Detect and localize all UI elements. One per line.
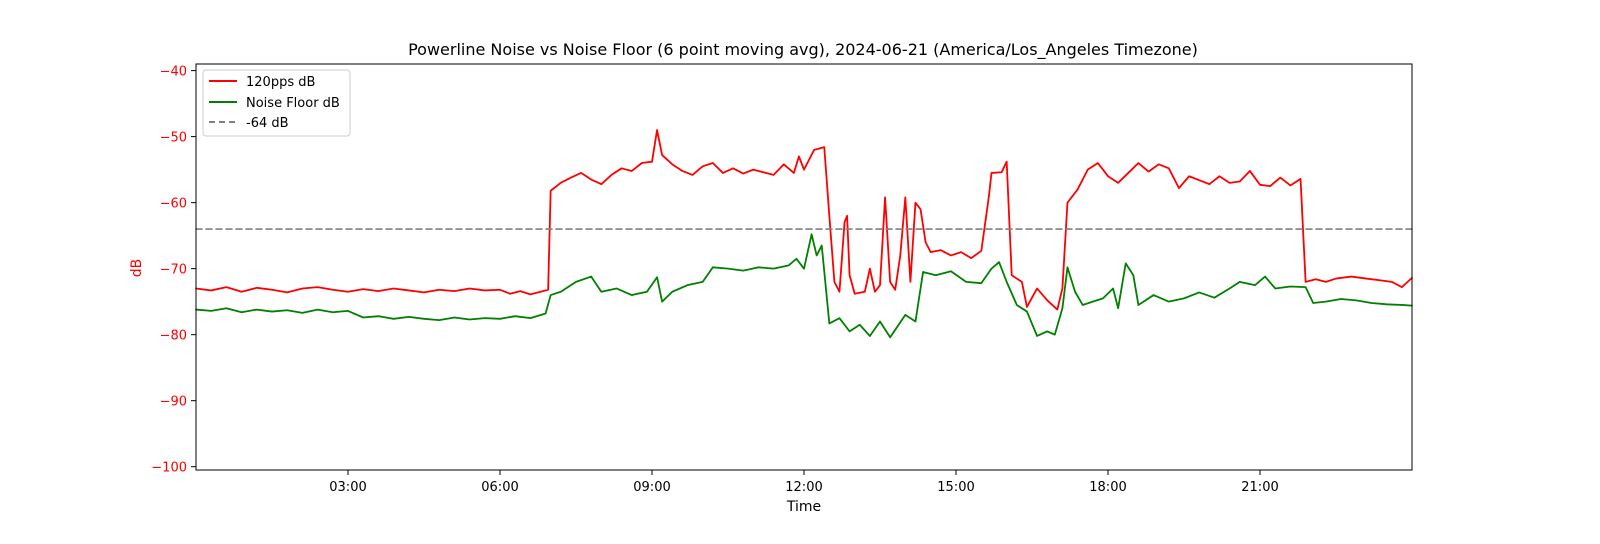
y-tick-label: −60 xyxy=(160,197,187,212)
x-tick-label: 21:00 xyxy=(1241,480,1278,495)
y-tick-label: −70 xyxy=(160,263,187,278)
series-noise-floor-line xyxy=(195,233,1413,339)
x-tick-label: 15:00 xyxy=(937,480,974,495)
x-tick-label: 12:00 xyxy=(785,480,822,495)
legend-label-reference: -64 dB xyxy=(246,116,289,131)
legend-box xyxy=(202,69,351,137)
x-tick-label: 09:00 xyxy=(633,480,670,495)
y-tick-label: −50 xyxy=(160,131,187,146)
y-tick-label: −40 xyxy=(160,65,187,80)
y-axis-label: dB xyxy=(129,259,145,278)
series-120pps-line xyxy=(195,129,1413,311)
x-tick-label: 18:00 xyxy=(1089,480,1126,495)
legend-label-120pps: 120pps dB xyxy=(246,75,315,90)
y-tick-label: −100 xyxy=(151,461,187,476)
legend-label-noise-floor: Noise Floor dB xyxy=(246,96,340,111)
y-tick-label: −90 xyxy=(160,395,187,410)
x-tick-label: 03:00 xyxy=(329,480,366,495)
chart-title: Powerline Noise vs Noise Floor (6 point … xyxy=(408,40,1198,60)
y-tick-label: −80 xyxy=(160,329,187,344)
x-tick-label: 06:00 xyxy=(481,480,518,495)
plot-layer xyxy=(195,129,1413,339)
axis-layer: 03:00 06:00 09:00 12:00 15:00 18:00 21:00 −40 −5… xyxy=(151,65,1278,495)
x-axis-label: Time xyxy=(786,499,821,515)
legend: 120pps dB Noise Floor dB -64 dB xyxy=(202,69,351,137)
